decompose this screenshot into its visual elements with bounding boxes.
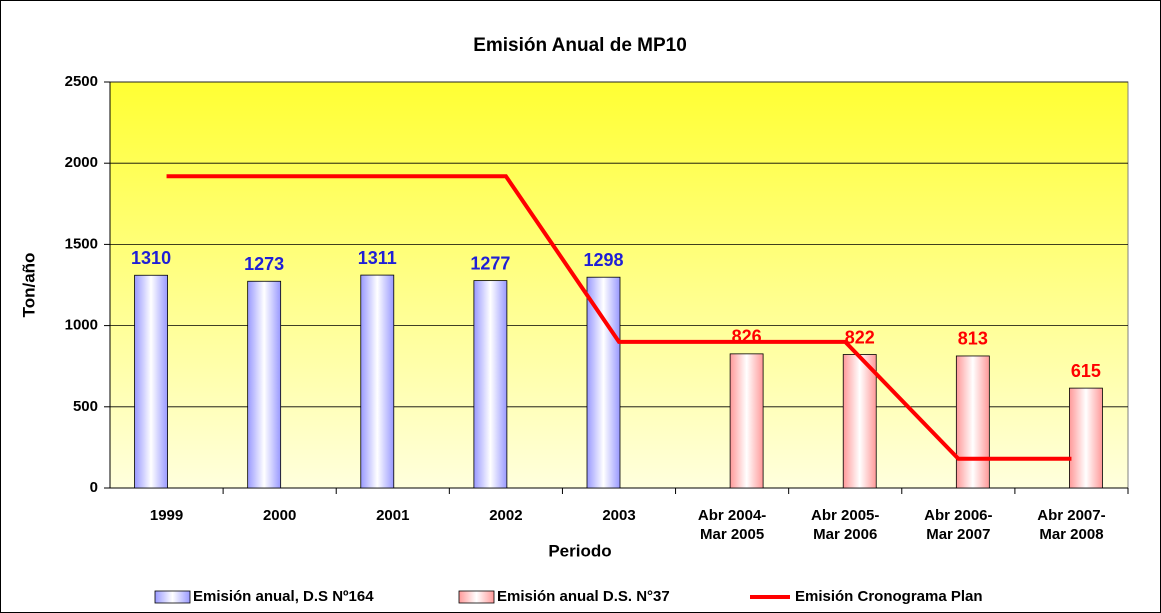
legend-label: Emisión anual, D.S Nº164 (193, 588, 374, 605)
bar (1069, 387, 1103, 489)
x-tick-label: Abr 2004- Mar 2005 (697, 507, 767, 543)
x-tick-label: 2000 (262, 507, 297, 524)
x-tick-label: Abr 2006- Mar 2007 (924, 507, 993, 543)
legend-label: Emisión anual D.S. N°37 (497, 588, 670, 605)
y-tick-label: 2000 (65, 154, 98, 171)
bar (473, 280, 508, 489)
data-label: 1311 (358, 248, 397, 268)
data-label: 1273 (244, 254, 284, 274)
x-tick-label: 2002 (489, 507, 523, 524)
x-tick-label: 1999 (149, 507, 184, 524)
data-label: 1298 (583, 250, 623, 270)
bar (586, 276, 621, 489)
chart-title: Emisión Anual de MP10 (473, 35, 687, 56)
y-tick-label: 1500 (65, 235, 98, 252)
line (166, 174, 1072, 461)
bar (247, 280, 282, 489)
legend-swatch (458, 590, 495, 604)
y-axis-title: Ton/año (19, 253, 38, 318)
data-label: 813 (958, 329, 988, 349)
data-label: 822 (845, 327, 875, 347)
y-tick-label: 1000 (65, 317, 98, 334)
data-label: 615 (1071, 361, 1101, 381)
y-tick-label: 0 (90, 479, 98, 496)
data-label: 1277 (470, 253, 510, 273)
legend-label: Emisión Cronograma Plan (795, 588, 983, 605)
bar (842, 354, 877, 489)
x-tick-label: Abr 2005- Mar 2006 (811, 507, 880, 543)
bar (955, 355, 990, 489)
y-tick-label: 500 (73, 398, 98, 415)
x-axis-title: Periodo (548, 541, 611, 560)
x-tick-label: Abr 2007- Mar 2008 (1037, 507, 1106, 543)
legend-swatch (154, 590, 191, 604)
bar (134, 274, 168, 489)
data-label: 1310 (131, 248, 171, 268)
x-tick-label: 2001 (376, 507, 410, 524)
y-tick-label: 2500 (65, 73, 98, 90)
bar (729, 353, 764, 489)
bar (360, 274, 395, 489)
x-tick-label: 2003 (602, 507, 636, 524)
